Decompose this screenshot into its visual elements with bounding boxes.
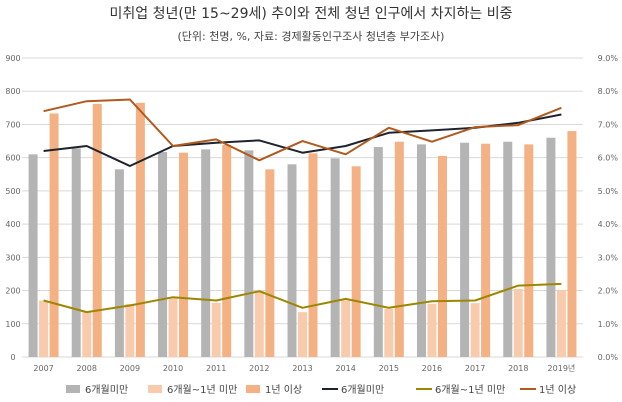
x-axis: 2007 2008 2009 2010 2011 2012 2013 2014 2015 2016… [33,363,575,373]
bars [28,102,577,357]
legend-label: 6개월~1년 미만 [167,384,237,396]
bar [341,300,351,357]
bar [39,300,49,357]
bar [125,303,135,357]
bar [287,164,297,357]
x-tick-label: 2009 [120,364,140,373]
x-tick-label: 2011 [206,364,226,373]
right-tick-label: 3.0% [598,253,619,262]
left-tick-label: 0 [10,353,15,362]
bar [546,137,556,357]
right-tick-label: 5.0% [598,187,619,196]
left-tick-label: 300 [5,253,20,262]
bar [244,150,254,357]
series-line [43,282,562,314]
bar [28,154,38,357]
left-tick-label: 200 [5,287,20,296]
right-tick-label: 4.0% [598,220,619,229]
bar [265,169,275,357]
x-tick-label: 2008 [77,364,97,373]
bar [513,288,523,357]
bar [427,303,437,357]
left-axis: 0 100 200 300 400 500 600 700 800 900 [5,54,20,362]
bar [135,102,145,357]
x-tick-label: 2018 [508,364,528,373]
bar [82,312,92,357]
bar [384,308,394,357]
left-tick-label: 400 [5,220,20,229]
lines [43,98,562,314]
x-tick-label: 2019년 [548,363,576,373]
bar [92,103,102,357]
bar [373,147,383,357]
bar [158,152,168,357]
chart-title: 미취업 청년(만 15~29세) 추이와 전체 청년 인구에서 차지하는 비중 [109,6,512,22]
x-tick-label: 2017 [465,364,485,373]
bar [308,153,318,357]
x-tick-label: 2015 [379,364,399,373]
bar [254,290,264,357]
x-tick-label: 2012 [249,364,269,373]
bar [201,149,211,357]
legend-label: 6개월미만 [85,384,128,396]
bar [394,141,404,357]
right-axis: 0.0% 1.0% 2.0% 3.0% 4.0% 5.0% 6.0% 7.0% 8.0% 9.0% [598,54,619,362]
bar [481,143,491,357]
x-tick-label: 2013 [292,364,312,373]
right-tick-label: 1.0% [598,320,619,329]
left-tick-label: 900 [5,54,20,63]
legend-label: 6개월미만 [341,384,384,396]
right-tick-label: 0.0% [598,353,619,362]
right-tick-label: 6.0% [598,154,619,163]
legend-label: 6개월~1년 미만 [435,384,505,396]
bar [222,145,232,357]
bar [330,158,340,357]
legend-label: 1년 이상 [539,384,576,396]
bar [470,303,480,357]
legend: 6개월미만 6개월~1년 미만 1년 이상 6개월미만 6개월~1년 미만 1년 이상 [66,384,576,396]
series-line [43,98,562,162]
bar [298,312,307,357]
left-tick-label: 600 [5,154,20,163]
right-tick-label: 7.0% [598,120,619,129]
bar [503,141,513,357]
chart-subtitle: (단위: 천명, %, 자료: 경제활동인구조사 청년층 부가조사) [178,29,445,43]
bar [49,113,59,357]
legend-label: 1년 이상 [265,384,302,396]
bar [114,169,124,357]
bar [416,144,426,357]
x-tick-label: 2007 [33,364,53,373]
bar [460,142,470,357]
x-tick-label: 2014 [335,364,355,373]
bar [437,156,447,357]
right-tick-label: 8.0% [598,87,619,96]
left-tick-label: 800 [5,87,20,96]
bar [179,152,189,357]
x-tick-label: 2010 [163,364,183,373]
bar [211,302,221,357]
bar [351,166,361,357]
bar [567,131,577,357]
bar [168,297,178,357]
legend-swatch [246,385,260,393]
left-tick-label: 500 [5,187,20,196]
bar [556,289,566,357]
right-tick-label: 2.0% [598,287,619,296]
left-tick-label: 100 [5,320,20,329]
legend-swatch [66,385,80,393]
bar [71,148,81,357]
x-tick-label: 2016 [422,364,442,373]
bar [524,144,534,357]
right-tick-label: 9.0% [598,54,619,63]
left-tick-label: 700 [5,120,20,129]
legend-swatch [148,385,162,393]
